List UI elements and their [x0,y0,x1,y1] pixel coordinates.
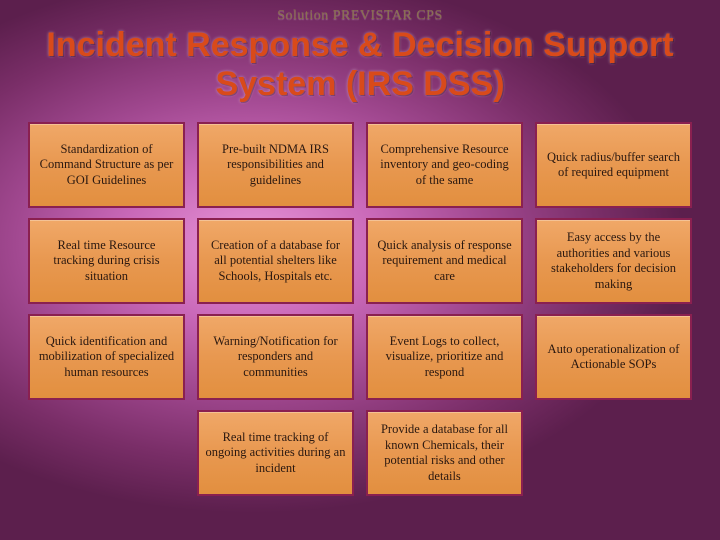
feature-cell-empty [535,410,692,496]
feature-cell: Quick identification and mobilization of… [28,314,185,400]
feature-cell: Event Logs to collect, visualize, priori… [366,314,523,400]
feature-cell: Quick radius/buffer search of required e… [535,122,692,208]
feature-cell: Standardization of Command Structure as … [28,122,185,208]
feature-cell: Easy access by the authorities and vario… [535,218,692,304]
feature-cell: Creation of a database for all potential… [197,218,354,304]
feature-cell: Auto operationalization of Actionable SO… [535,314,692,400]
feature-cell: Quick analysis of response requirement a… [366,218,523,304]
slide-title: Incident Response & Decision Support Sys… [28,26,692,104]
slide: Solution PREVISTAR CPS Incident Response… [0,0,720,540]
slide-subtitle: Solution PREVISTAR CPS [28,8,692,24]
feature-cell: Real time Resource tracking during crisi… [28,218,185,304]
feature-grid: Standardization of Command Structure as … [28,122,692,526]
feature-cell: Warning/Notification for responders and … [197,314,354,400]
feature-cell-empty [28,410,185,496]
feature-cell: Provide a database for all known Chemica… [366,410,523,496]
feature-cell: Pre-built NDMA IRS responsibilities and … [197,122,354,208]
feature-cell: Comprehensive Resource inventory and geo… [366,122,523,208]
feature-cell: Real time tracking of ongoing activities… [197,410,354,496]
